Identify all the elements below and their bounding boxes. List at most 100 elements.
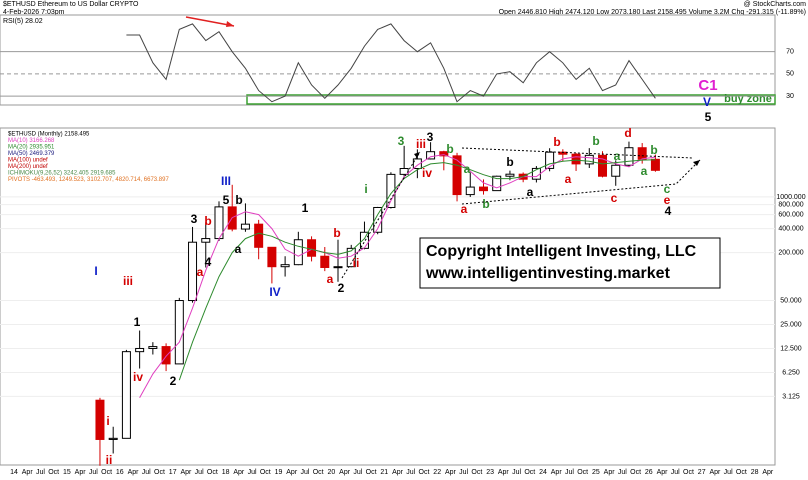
y-tick-label: 50.000 bbox=[780, 297, 802, 304]
x-tick-label: Jul bbox=[512, 469, 521, 476]
date: 4-Feb-2026 7:03pm bbox=[3, 9, 65, 16]
candle-body bbox=[121, 351, 131, 439]
candle-body bbox=[637, 147, 647, 160]
wave-label: b bbox=[553, 135, 560, 149]
y-tick-label: 70 bbox=[786, 49, 794, 56]
wave-label: 3 bbox=[427, 130, 434, 144]
y-tick-label: 12.500 bbox=[780, 345, 802, 352]
quote: Open 2446.810 High 2474.120 Low 2073.180… bbox=[499, 9, 806, 16]
candle-body bbox=[161, 346, 171, 365]
x-tick-label: 20 bbox=[328, 469, 336, 476]
symbol: $ETHUSD Ethereum to US Dollar CRYPTO bbox=[3, 1, 139, 8]
wave-label: 5 bbox=[223, 193, 230, 207]
x-tick-label: Jul bbox=[459, 469, 468, 476]
x-tick-label: Oct bbox=[630, 469, 641, 476]
y-tick-label: 3.125 bbox=[782, 393, 800, 400]
wave-label: iv bbox=[422, 166, 432, 180]
candle-body bbox=[386, 173, 396, 208]
legend-entry: MA(10) 3166.268 bbox=[8, 138, 55, 144]
x-tick-label: 18 bbox=[222, 469, 230, 476]
buy-zone bbox=[246, 94, 776, 105]
candle-body bbox=[465, 186, 475, 196]
copyright-box bbox=[419, 237, 721, 289]
candle-body bbox=[399, 168, 409, 175]
x-tick-label: Oct bbox=[48, 469, 59, 476]
wave-label: a bbox=[527, 185, 534, 199]
y-tick-label: 800.000 bbox=[778, 201, 803, 208]
wave-label: I bbox=[94, 264, 97, 278]
x-tick-label: 17 bbox=[169, 469, 177, 476]
wave-label: c bbox=[611, 191, 618, 205]
x-tick-label: Jul bbox=[248, 469, 257, 476]
wave-label: C1 bbox=[698, 77, 717, 94]
wave-label: b bbox=[650, 143, 657, 157]
legend-entry: MA(20) 2935.951 bbox=[8, 145, 55, 151]
wave-label: a bbox=[614, 149, 621, 163]
x-tick-label: Apr bbox=[233, 469, 245, 476]
x-tick-label: 19 bbox=[275, 469, 283, 476]
x-tick-label: Oct bbox=[683, 469, 694, 476]
wave-label: b bbox=[482, 197, 489, 211]
x-tick-label: Oct bbox=[524, 469, 535, 476]
wave-label: iv bbox=[133, 370, 143, 384]
legend-entry: PIVOTS -463.493, 1249.523, 3102.707, 482… bbox=[8, 177, 169, 183]
wave-label: b bbox=[204, 214, 211, 228]
wave-label: III bbox=[221, 174, 231, 188]
x-tick-label: 25 bbox=[592, 469, 600, 476]
copyright-url: www.intelligentinvesting.market bbox=[425, 265, 671, 282]
ma-line bbox=[178, 159, 656, 381]
x-tick-label: Apr bbox=[339, 469, 351, 476]
wave-label: ii bbox=[353, 256, 360, 270]
main-frame bbox=[0, 127, 776, 466]
rsi-line bbox=[126, 23, 656, 103]
wave-label: b bbox=[333, 226, 340, 240]
x-tick-label: Apr bbox=[657, 469, 669, 476]
wave-label: b bbox=[506, 155, 513, 169]
x-tick-label: Oct bbox=[154, 469, 165, 476]
y-tick-label: 600.000 bbox=[778, 211, 803, 218]
candle-body bbox=[478, 186, 488, 192]
x-tick-label: Oct bbox=[260, 469, 271, 476]
wave-label: a bbox=[565, 172, 572, 186]
x-tick-label: Apr bbox=[498, 469, 510, 476]
x-tick-label: Jul bbox=[565, 469, 574, 476]
dotted-lines bbox=[341, 147, 701, 279]
wave-label: ii bbox=[106, 453, 113, 467]
candle-body bbox=[188, 241, 198, 302]
legend-entry: ICHIMOKU(9,26,52) 3242.405 2919.685 bbox=[8, 171, 116, 177]
x-tick-label: 21 bbox=[380, 469, 388, 476]
x-tick-label: Apr bbox=[762, 469, 774, 476]
candle-body bbox=[240, 223, 250, 230]
wave-label: e bbox=[664, 193, 671, 207]
candle-body bbox=[307, 239, 317, 257]
wave-label: 4 bbox=[205, 255, 212, 269]
wave-label: 4 bbox=[665, 204, 672, 218]
x-tick-label: 15 bbox=[63, 469, 71, 476]
brand: @ StockCharts.com bbox=[744, 1, 807, 8]
trendlines bbox=[341, 147, 701, 279]
x-tick-label: Apr bbox=[445, 469, 457, 476]
candle-body bbox=[293, 239, 303, 266]
candle-body bbox=[492, 175, 502, 192]
x-tick-label: Oct bbox=[419, 469, 430, 476]
candle-body bbox=[611, 164, 621, 177]
wave-label: a bbox=[327, 272, 334, 286]
candle-body bbox=[174, 300, 184, 365]
x-tick-label: 22 bbox=[433, 469, 441, 476]
wave-label: b bbox=[446, 142, 453, 156]
candle-body bbox=[95, 399, 105, 440]
x-tick-label: Jul bbox=[618, 469, 627, 476]
wave-label: i bbox=[106, 414, 109, 428]
y-tick-label: 200.000 bbox=[778, 249, 803, 256]
x-tick-label: 16 bbox=[116, 469, 124, 476]
x-tick-label: Apr bbox=[75, 469, 87, 476]
candle-body bbox=[267, 246, 277, 268]
x-tick-label: 26 bbox=[645, 469, 653, 476]
red-arrow bbox=[185, 16, 235, 27]
x-tick-label: Apr bbox=[128, 469, 140, 476]
x-tick-label: 23 bbox=[486, 469, 494, 476]
wave-label: a bbox=[197, 265, 204, 279]
legend-entry: MA(100) undef bbox=[8, 158, 48, 164]
x-tick-label: Jul bbox=[353, 469, 362, 476]
y-tick-label: 400.000 bbox=[778, 225, 803, 232]
